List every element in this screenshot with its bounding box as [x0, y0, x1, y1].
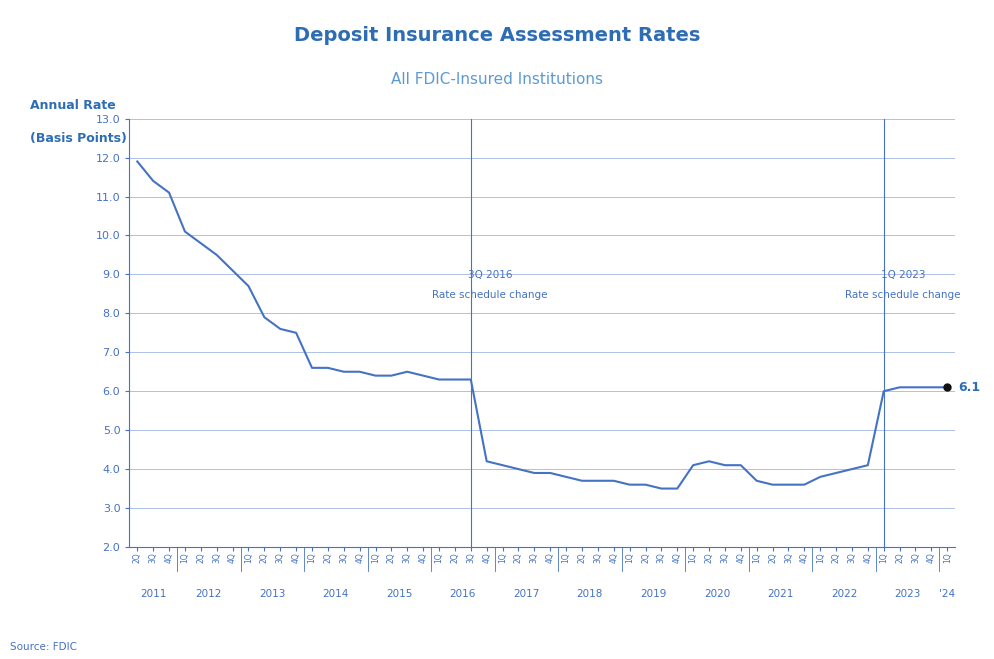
Text: 2016: 2016: [449, 589, 475, 600]
Text: All FDIC-Insured Institutions: All FDIC-Insured Institutions: [391, 72, 603, 88]
Text: 2014: 2014: [322, 589, 349, 600]
Text: 6.1: 6.1: [957, 381, 979, 394]
Text: Rate schedule change: Rate schedule change: [844, 290, 959, 300]
Text: Source: FDIC: Source: FDIC: [10, 643, 77, 652]
Text: 2011: 2011: [140, 589, 166, 600]
Text: 2012: 2012: [196, 589, 222, 600]
Text: 2015: 2015: [386, 589, 413, 600]
Text: (Basis Points): (Basis Points): [30, 132, 126, 145]
Text: 2019: 2019: [639, 589, 666, 600]
Text: '24: '24: [938, 589, 954, 600]
Text: 2017: 2017: [513, 589, 539, 600]
Text: 2023: 2023: [894, 589, 919, 600]
Text: 2013: 2013: [258, 589, 285, 600]
Text: Deposit Insurance Assessment Rates: Deposit Insurance Assessment Rates: [294, 26, 700, 45]
Text: 2020: 2020: [703, 589, 730, 600]
Text: Rate schedule change: Rate schedule change: [431, 290, 547, 300]
Text: 2018: 2018: [577, 589, 602, 600]
Text: Annual Rate: Annual Rate: [30, 99, 115, 112]
Text: 2022: 2022: [830, 589, 857, 600]
Text: 1Q 2023: 1Q 2023: [880, 270, 924, 280]
Text: 2021: 2021: [766, 589, 793, 600]
Text: 3Q 2016: 3Q 2016: [467, 270, 512, 280]
